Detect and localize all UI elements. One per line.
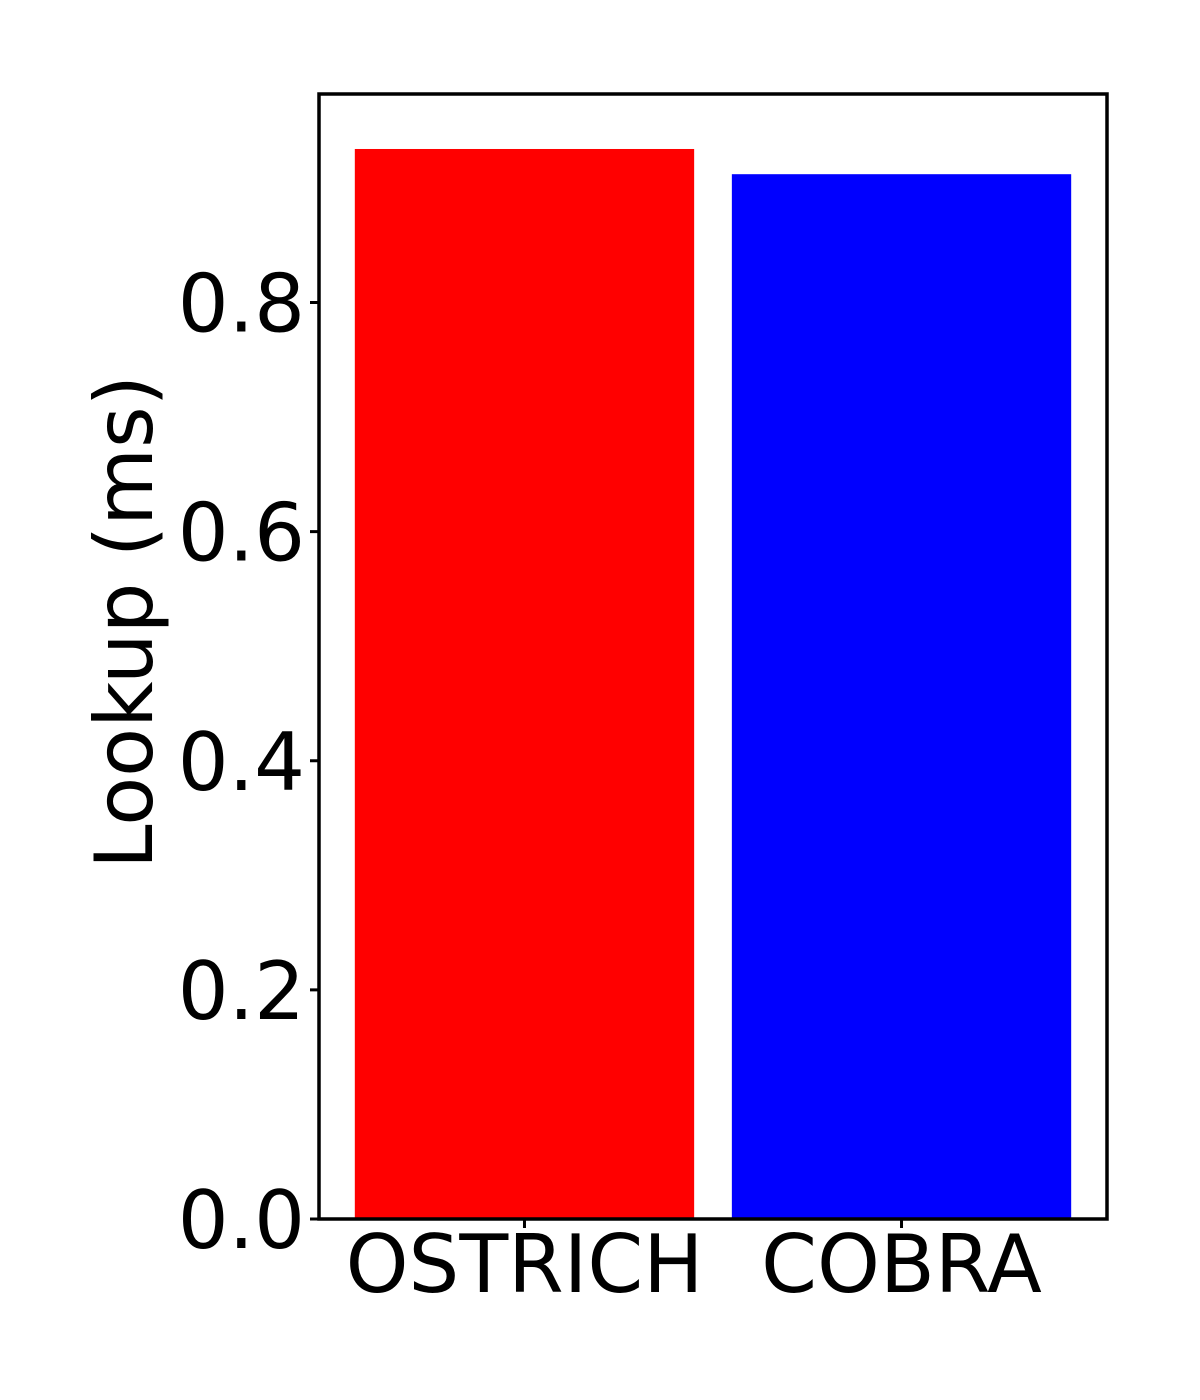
bars-group bbox=[354, 148, 1072, 1219]
bar-ostrich bbox=[354, 148, 695, 1219]
y-axis-label: Lookup (ms) bbox=[78, 375, 171, 869]
y-tick-label: 0.8 bbox=[178, 258, 305, 351]
x-tick-label-cobra: COBRA bbox=[761, 1218, 1042, 1311]
y-tick-label: 0.6 bbox=[178, 487, 305, 580]
y-tick-label: 0.4 bbox=[178, 716, 305, 809]
y-tick-label: 0.2 bbox=[178, 945, 305, 1038]
x-axis-ticks: OSTRICH COBRA bbox=[346, 1218, 1043, 1311]
x-tick-label-ostrich: OSTRICH bbox=[346, 1218, 704, 1311]
y-axis-ticks: 0.0 0.2 0.4 0.6 0.8 bbox=[178, 258, 319, 1267]
plot-frame bbox=[317, 92, 1109, 1221]
bar-cobra bbox=[731, 174, 1072, 1219]
y-tick-label: 0.0 bbox=[178, 1174, 305, 1267]
